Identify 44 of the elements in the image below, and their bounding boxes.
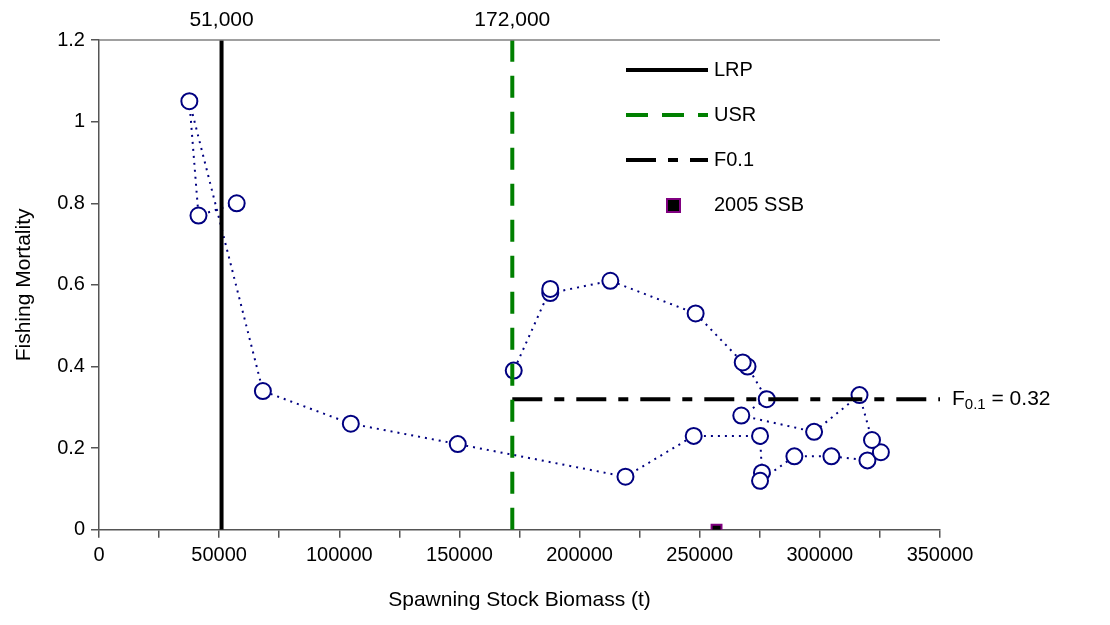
point: [448, 435, 467, 454]
legend-label: F0.1: [714, 147, 755, 170]
x-axis-title: Spawning Stock Biomass (t): [388, 587, 651, 611]
legend-label: LRP: [714, 57, 753, 80]
x-tick-label: 200000: [546, 543, 613, 566]
point: [341, 414, 360, 433]
point: [863, 431, 881, 449]
x-tick-label: 50000: [191, 543, 247, 566]
point: [871, 443, 890, 462]
point: [751, 426, 770, 445]
legend-label: USR: [714, 102, 757, 125]
point: [616, 467, 635, 486]
point: [684, 426, 703, 445]
y-tick-label: 0.8: [57, 190, 85, 213]
x-tick-label: 100000: [305, 543, 373, 566]
legend-label: 2005 SSB: [714, 192, 805, 215]
x-tick-label: 250000: [666, 543, 734, 566]
point: [805, 422, 824, 441]
annotation: 172,000: [474, 6, 551, 30]
y-tick-label: 0.6: [57, 272, 85, 295]
y-tick-label: 0: [73, 517, 85, 540]
annotation: 51,000: [189, 6, 254, 30]
point: [253, 382, 272, 401]
y-tick-label: 1.2: [57, 27, 85, 50]
point: [541, 279, 560, 298]
point: [227, 194, 246, 213]
x-tick-label: 0: [93, 543, 105, 566]
point: [822, 447, 841, 466]
y-tick-label: 0.4: [57, 354, 85, 377]
point: [733, 353, 752, 372]
y-tick-label: 0.2: [57, 435, 85, 458]
x-tick-label: 350000: [906, 543, 974, 566]
y-tick-label: 1: [73, 109, 85, 132]
point: [785, 447, 804, 466]
x-tick-label: 150000: [426, 543, 493, 566]
point: [858, 451, 877, 470]
point: [180, 92, 199, 111]
point: [189, 206, 208, 225]
y-axis-title: Fishing Mortality: [11, 207, 35, 362]
point: [751, 471, 770, 490]
point: [732, 406, 751, 425]
point: [601, 271, 620, 290]
x-tick-label: 300000: [786, 543, 854, 566]
point: [686, 304, 705, 323]
